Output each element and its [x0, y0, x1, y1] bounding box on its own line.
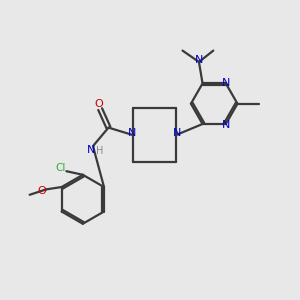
- Text: N: N: [222, 78, 231, 88]
- Text: N: N: [222, 120, 231, 130]
- Text: O: O: [94, 99, 103, 109]
- Text: O: O: [37, 186, 46, 196]
- Text: Cl: Cl: [56, 163, 66, 172]
- Text: H: H: [96, 146, 104, 156]
- Text: N: N: [195, 55, 203, 65]
- Text: N: N: [87, 145, 95, 155]
- Text: N: N: [128, 128, 136, 138]
- Text: N: N: [173, 128, 181, 138]
